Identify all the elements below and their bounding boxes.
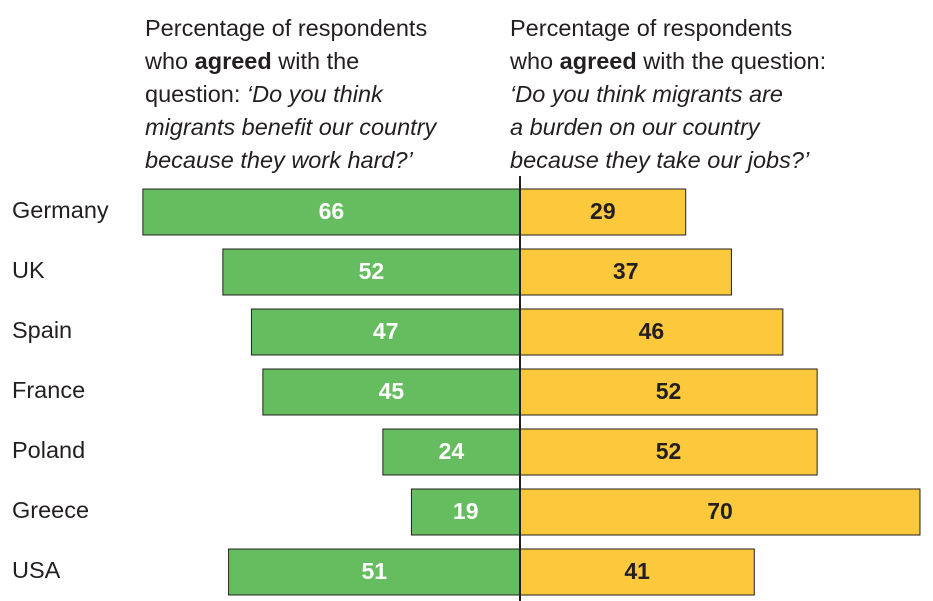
value-label: 41: [624, 558, 650, 584]
bar: [222, 248, 521, 296]
header-text: Percentage of respondents: [510, 15, 793, 41]
category-label: UK: [12, 257, 45, 283]
category-label: Germany: [12, 197, 109, 223]
header-text: because they work hard?’: [145, 147, 413, 173]
header-text: question:: [145, 81, 241, 107]
bar: [519, 488, 921, 536]
header-text: with the question:: [643, 48, 827, 74]
value-label: 52: [359, 258, 385, 284]
header-text: migrants benefit our country: [145, 114, 437, 140]
category-label: Spain: [12, 317, 72, 343]
bar: [142, 188, 521, 236]
value-label: 24: [439, 438, 465, 464]
header-text: ‘Do you think: [246, 81, 383, 107]
bar: [250, 308, 521, 356]
value-label: 29: [590, 198, 616, 224]
header-text: a burden on our country: [510, 114, 760, 140]
value-label: 37: [613, 258, 639, 284]
header-text: because they take our jobs?’: [510, 147, 810, 173]
value-label: 52: [656, 438, 682, 464]
bar: [519, 428, 818, 476]
value-label: 47: [373, 318, 399, 344]
bar: [519, 248, 732, 296]
value-label: 19: [453, 498, 479, 524]
bar: [382, 428, 521, 476]
category-label: France: [12, 377, 85, 403]
header-text: agreed: [194, 48, 272, 74]
header-text: Percentage of respondents: [145, 15, 428, 41]
bar: [519, 368, 818, 416]
value-label: 46: [639, 318, 665, 344]
header-text: who: [510, 48, 554, 74]
header-text: who: [145, 48, 189, 74]
value-label: 51: [361, 558, 387, 584]
header-text: agreed: [559, 48, 637, 74]
value-label: 45: [379, 378, 405, 404]
header-text: with the: [278, 48, 360, 74]
value-label: 66: [319, 198, 345, 224]
right-header: Percentage of respondents who agreed wit…: [510, 12, 826, 177]
bar: [519, 308, 784, 356]
category-label: Greece: [12, 497, 89, 523]
left-header: Percentage of respondents who agreed wit…: [145, 12, 436, 177]
category-label: Poland: [12, 437, 85, 463]
bar: [519, 188, 687, 236]
value-label: 52: [656, 378, 682, 404]
value-label: 70: [707, 498, 733, 524]
header-text: ‘Do you think migrants are: [510, 81, 783, 107]
category-label: USA: [12, 557, 61, 583]
